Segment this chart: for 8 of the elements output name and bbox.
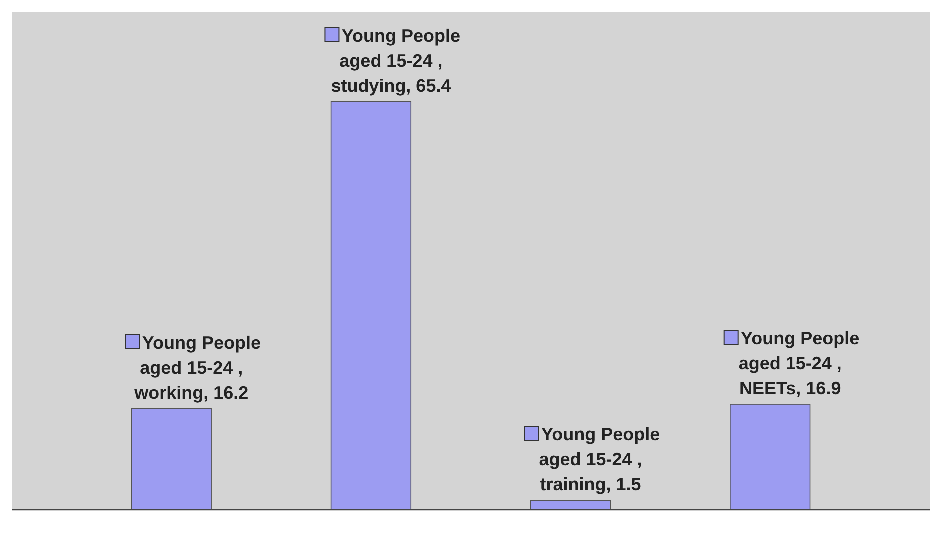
data-label: Young People aged 15-24 , NEETs, 16.9 — [738, 328, 860, 399]
bar — [530, 500, 612, 510]
data-label: Young People aged 15-24 , training, 1.5 — [539, 424, 660, 495]
data-label: Young People aged 15-24 , studying, 65.4 — [331, 26, 461, 96]
bar — [131, 408, 212, 510]
bar — [330, 101, 412, 510]
data-label: Young People aged 15-24 , working, 16.2 — [134, 332, 261, 403]
bar — [730, 404, 811, 510]
